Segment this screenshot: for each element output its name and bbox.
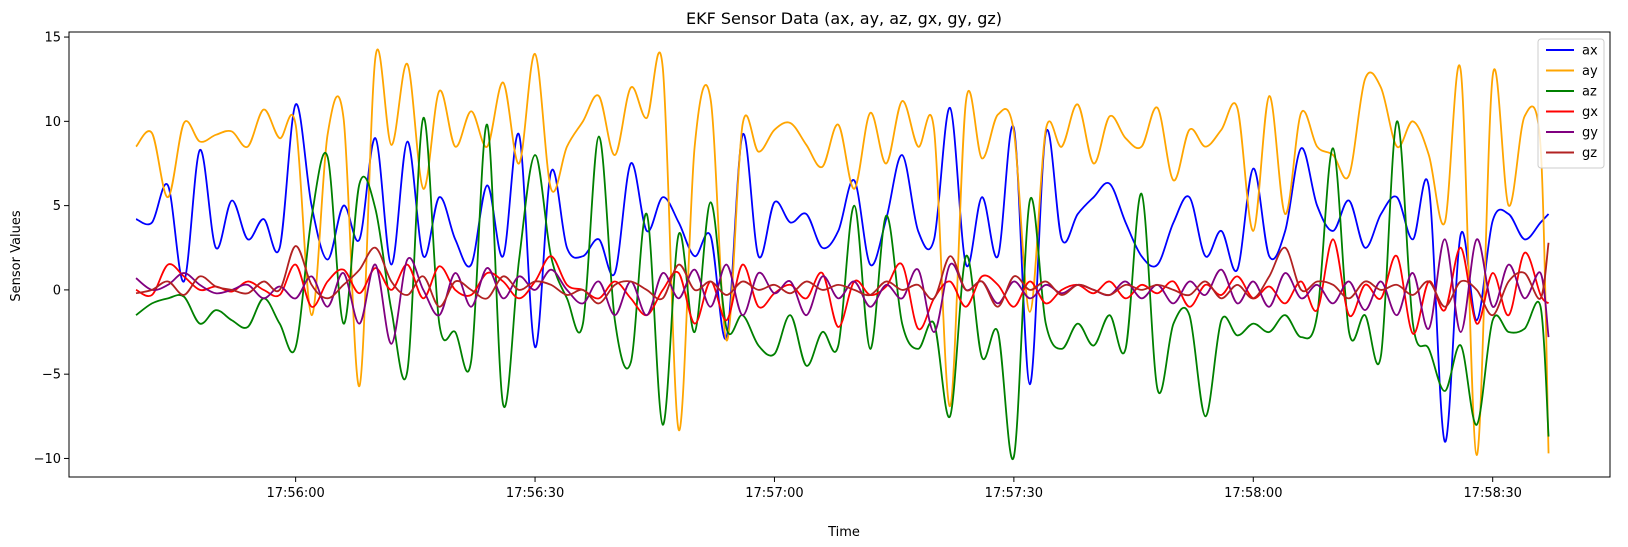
x-tick-label: 17:56:30	[506, 486, 564, 501]
x-tick-label: 17:58:00	[1224, 486, 1282, 501]
plot-frame	[68, 31, 1611, 478]
y-tick-label: −5	[42, 368, 61, 383]
legend-label-ax: ax	[1582, 44, 1598, 59]
y-axis-label: Sensor Values	[9, 210, 24, 301]
x-tick-label: 17:58:30	[1463, 486, 1521, 501]
y-tick-label: 15	[44, 31, 61, 46]
y-tick-label: 5	[53, 199, 61, 214]
plot-area	[135, 48, 1550, 461]
y-tick-label: 0	[53, 283, 61, 298]
series-line-ax	[135, 103, 1550, 443]
chart-title: EKF Sensor Data (ax, ay, az, gx, gy, gz)	[686, 9, 1002, 28]
x-tick-label: 17:57:30	[985, 486, 1043, 501]
legend-label-az: az	[1582, 85, 1597, 100]
series-line-ay	[135, 48, 1550, 456]
y-tick-label: 10	[44, 115, 61, 130]
series-line-gy	[135, 238, 1550, 345]
legend-label-gx: gx	[1582, 105, 1598, 120]
legend-label-ay: ay	[1582, 64, 1598, 79]
x-tick-label: 17:56:00	[266, 486, 324, 501]
x-tick-label: 17:57:00	[745, 486, 803, 501]
legend-label-gz: gz	[1582, 146, 1597, 161]
x-axis-label: Time	[827, 525, 860, 540]
axes: −10 −5 0 5 10 15 17:56:00 17:56:30 17:57:00 17:57…	[34, 31, 1611, 501]
y-tick-label: −10	[34, 452, 61, 467]
legend: ax ay az gx gy gz	[1537, 38, 1605, 169]
series-line-gz	[135, 242, 1550, 317]
legend-label-gy: gy	[1582, 126, 1598, 141]
series-line-az	[135, 117, 1550, 461]
